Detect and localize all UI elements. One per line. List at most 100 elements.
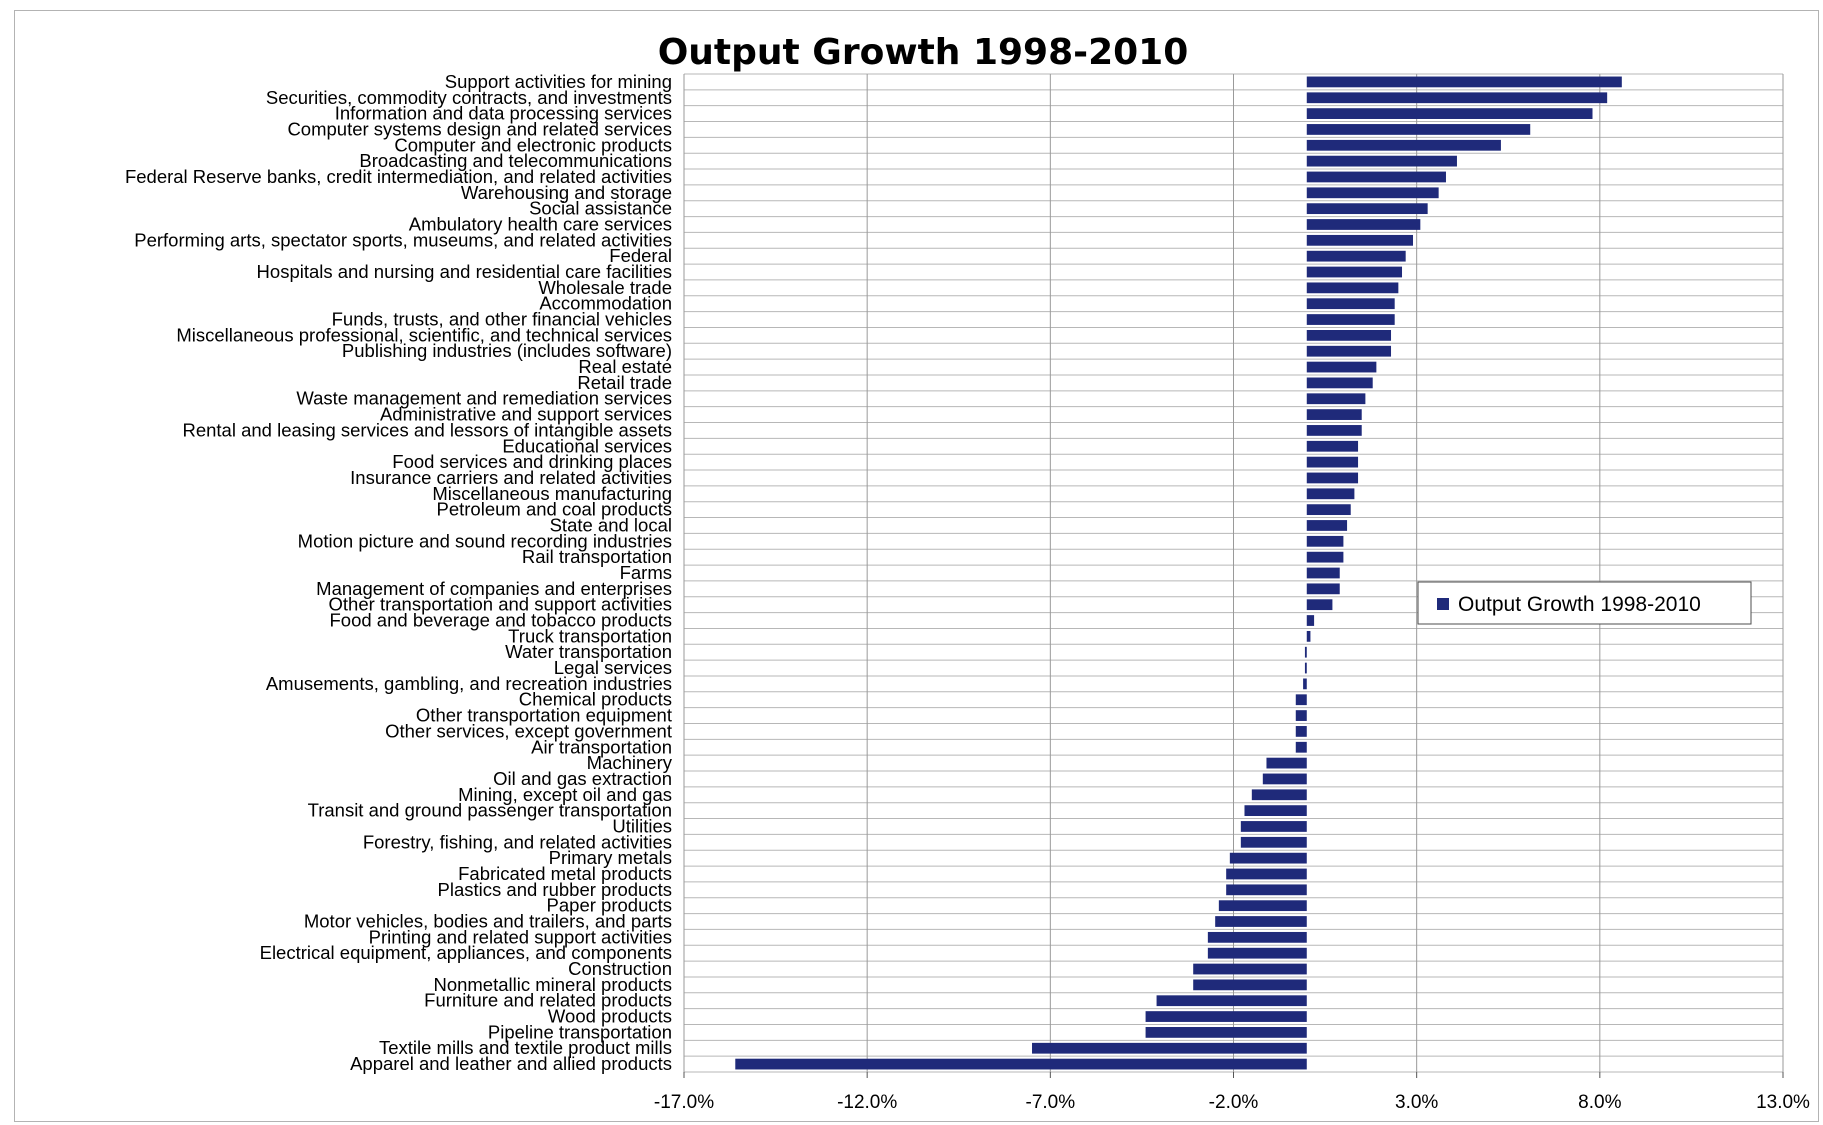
category-label: Air transportation — [531, 736, 672, 757]
bar — [1306, 599, 1333, 611]
bar — [1306, 92, 1608, 104]
bar — [1295, 710, 1307, 721]
x-tick-label: -7.0% — [1026, 1092, 1076, 1113]
x-tick-label: -17.0% — [654, 1092, 714, 1113]
bar — [1266, 757, 1307, 769]
category-label: Wholesale trade — [538, 277, 672, 298]
category-label: Apparel and leather and allied products — [350, 1053, 672, 1074]
category-label: Utilities — [612, 815, 672, 836]
category-label: Chemical products — [519, 689, 672, 710]
category-label: State and local — [550, 514, 672, 535]
category-label: Miscellaneous manufacturing — [432, 483, 672, 504]
category-label: Food services and drinking places — [392, 451, 672, 472]
category-label: Computer systems design and related serv… — [287, 118, 672, 139]
bar — [1306, 583, 1340, 595]
bar — [1145, 1011, 1307, 1022]
bar — [1306, 155, 1457, 167]
bar — [1304, 646, 1307, 658]
category-label: Forestry, fishing, and related activitie… — [363, 831, 672, 852]
category-label: Food and beverage and tobacco products — [330, 610, 673, 631]
category-label: Waste management and remediation service… — [296, 388, 672, 409]
bar — [1306, 108, 1593, 119]
category-label: Retail trade — [577, 372, 672, 393]
category-label: Motion picture and sound recording indus… — [298, 530, 672, 551]
grid-layer — [683, 73, 1784, 1073]
category-label: Pipeline transportation — [488, 1021, 672, 1042]
category-label: Truck transportation — [508, 625, 672, 646]
category-label: Federal Reserve banks, credit intermedia… — [125, 166, 672, 187]
bar — [1306, 234, 1414, 246]
bar — [1306, 171, 1446, 183]
category-label: Legal services — [554, 657, 672, 678]
bar — [1229, 852, 1307, 864]
bar — [1306, 250, 1406, 262]
bar — [1306, 567, 1340, 579]
bar — [1240, 821, 1307, 832]
category-label: Securities, commodity contracts, and inv… — [266, 87, 672, 108]
bar — [1032, 1042, 1307, 1054]
category-label: Plastics and rubber products — [438, 879, 672, 900]
bar — [1295, 726, 1307, 737]
bar — [1306, 520, 1348, 531]
bar — [1306, 187, 1439, 199]
bar — [1156, 995, 1307, 1007]
bar — [1240, 836, 1307, 848]
category-label: Other services, except government — [385, 720, 672, 741]
bar — [1306, 377, 1373, 389]
category-label: Other transportation equipment — [416, 705, 672, 726]
category-labels: Support activities for miningSecurities,… — [125, 71, 673, 1074]
bar — [1262, 773, 1307, 785]
bar — [1306, 139, 1501, 151]
category-label: Educational services — [502, 435, 672, 456]
category-label: Transit and ground passenger transportat… — [308, 800, 672, 821]
chart-frame — [14, 10, 1819, 1122]
bar — [1306, 345, 1392, 357]
category-label: Support activities for mining — [445, 71, 672, 92]
x-tick-label: -12.0% — [837, 1092, 897, 1113]
bar — [1306, 282, 1399, 294]
category-label: Ambulatory health care services — [409, 213, 672, 234]
bar — [1306, 266, 1403, 278]
category-label: Printing and related support activities — [369, 926, 672, 947]
category-label: Mining, except oil and gas — [458, 784, 672, 805]
category-label: Construction — [568, 958, 672, 979]
bar — [1295, 741, 1307, 753]
category-label: Farms — [620, 562, 672, 583]
legend-label: Output Growth 1998-2010 — [1458, 593, 1701, 616]
legend-box — [1417, 581, 1752, 625]
bar — [1226, 868, 1307, 880]
x-tick-label: 3.0% — [1395, 1092, 1438, 1113]
category-label: Accommodation — [539, 293, 672, 314]
category-label: Administrative and support services — [380, 404, 672, 425]
category-label: Water transportation — [505, 641, 672, 662]
legend: Output Growth 1998-2010 — [1417, 581, 1752, 625]
bar — [1306, 393, 1366, 405]
category-label: Computer and electronic products — [394, 134, 672, 155]
bar — [1306, 124, 1531, 135]
category-label: Performing arts, spectator sports, museu… — [134, 229, 672, 250]
bar — [1207, 931, 1307, 943]
category-label: Fabricated metal products — [458, 863, 672, 884]
x-tick-label: 13.0% — [1756, 1092, 1810, 1113]
bar — [1193, 979, 1307, 991]
category-label: Textile mills and textile product mills — [379, 1037, 672, 1058]
bar — [1306, 488, 1355, 500]
bar — [1145, 1027, 1307, 1038]
bar — [1193, 963, 1307, 975]
category-label: Social assistance — [529, 198, 672, 219]
bar — [1306, 203, 1428, 215]
category-label: Real estate — [578, 356, 672, 377]
bar — [1306, 615, 1315, 626]
bar — [1306, 472, 1359, 484]
bar — [1306, 219, 1421, 230]
bar — [1306, 535, 1344, 547]
category-label: Information and data processing services — [335, 103, 672, 124]
bar — [1244, 805, 1307, 817]
category-label: Furniture and related products — [424, 990, 672, 1011]
x-tick-label: -2.0% — [1209, 1092, 1259, 1113]
bar — [1306, 361, 1377, 373]
bar — [1306, 409, 1362, 420]
bar — [1215, 916, 1307, 927]
bar — [1306, 456, 1359, 468]
